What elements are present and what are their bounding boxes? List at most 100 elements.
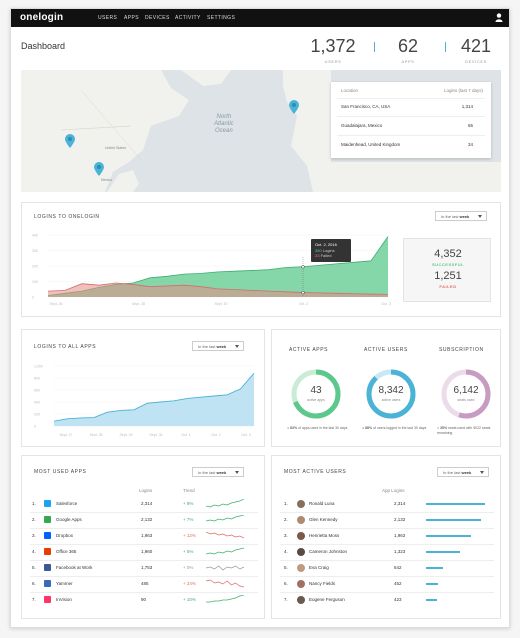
hover-point[interactable] [301,290,305,295]
app-row[interactable]: 3. Dropbox 1,963 + 12% [22,529,266,543]
app-row[interactable]: 4. Office 365 1,960 + 5% [22,545,266,559]
ring-chart[interactable] [289,367,343,421]
login-map[interactable]: North Atlantic Ocean United States Mexic… [21,70,501,192]
divider [337,98,485,99]
ring-note: ● 83% of apps used in the last 30 days [287,426,353,431]
chevron-down-icon [235,471,239,474]
app-row[interactable]: 5. Facebook at Work 1,753 + 0% [22,561,266,575]
card-title: LOGINS TO ONELOGIN [34,214,100,220]
map-pin-icon[interactable] [289,100,299,114]
user-row[interactable]: 5. Eva Craig 642 [272,561,502,575]
apps-area-chart[interactable]: 1,000 800 600 400 200 0 Sept. 27 Sept. 28 Sept. … [32,360,257,440]
time-range-dropdown[interactable]: In the last week [437,467,489,477]
trend-column-header: Trend [183,488,195,493]
x-tick-label: Sept. 28 [132,302,145,306]
card-title: MOST USED APPS [34,469,87,475]
user-name: Eva Craig [309,565,329,570]
time-range-dropdown[interactable]: In the last week [435,211,487,221]
map-pin-icon[interactable] [94,162,104,176]
nav-devices[interactable]: DEVICES [145,15,170,21]
user-row[interactable]: 3. Henrietta Moss 1,963 [272,529,502,543]
user-app-logins: 1,963 [394,533,406,538]
user-row[interactable]: 1. Ronald Luna 2,314 [272,497,502,511]
user-rank: 7. [284,597,288,602]
y-tick-label: 0 [32,296,34,300]
logins-area-chart[interactable]: 400 300 200 100 0 Sept. 26 Sept. 28 Sept. 30 Oct… [30,231,392,311]
nav-settings[interactable]: SETTINGS [207,15,236,21]
apps-count[interactable]: 62 [397,36,419,56]
stat-divider [445,42,446,52]
app-logins: 1,960 [141,549,153,554]
ring-note: ● 35% seats used with 5022 seats remaini… [437,426,503,436]
ring-note-percent: 83% [290,426,298,430]
ring-value: 43 [310,385,322,396]
hover-point[interactable] [301,265,305,269]
x-tick-label: Sept. 27 [59,433,72,437]
location-row[interactable]: Guadalajara, Mexico 65 [341,123,483,128]
user-logins-bar [426,503,485,505]
ring-chart[interactable] [439,367,493,421]
tooltip-logins: 360 [315,248,322,253]
users-count[interactable]: 1,372 [310,36,356,56]
series-line-failed [47,282,389,295]
ring-subtitle: active users [381,398,401,402]
user-icon[interactable] [495,13,503,22]
app-trend-sparkline [206,531,244,539]
location-row[interactable]: San Francisco, CA, USA 1,314 [341,104,483,109]
user-row[interactable]: 2. Glen Kennedy 2,132 [272,513,502,527]
map-pin-icon[interactable] [65,134,75,148]
app-row[interactable]: 6. Yammer 485 + 24% [22,577,266,591]
y-tick-label: 100 [32,280,38,284]
user-row[interactable]: 7. Eugene Ferguson 423 [272,593,502,607]
onelogin-logo[interactable]: onelogin [20,12,64,23]
app-logins: 90 [141,597,147,602]
users-label: USERS [324,59,342,64]
user-app-logins: 2,132 [394,517,406,522]
nav-users[interactable]: USERS [98,15,118,21]
user-rank: 2. [284,517,288,522]
app-logins: 2,132 [141,517,153,522]
top-nav-bar: onelogin USERS APPS DEVICES ACTIVITY SET… [11,9,509,27]
ring-note-text: of apps used in the last 30 days [298,426,348,430]
app-row[interactable]: 2. Google Apps 2,132 + 7% [22,513,266,527]
ring-fill [291,369,341,419]
divider [280,512,494,513]
divider [30,576,258,577]
divider [30,560,258,561]
app-name: Dropbox [56,533,74,538]
ring-subtitle: active apps [307,398,325,402]
divider [337,135,485,136]
ocean-label-line: Atlantic [214,121,234,127]
ring-value: 8,342 [378,385,404,396]
user-row[interactable]: 4. Cameron Johnston 1,323 [272,545,502,559]
user-rank: 1. [284,501,288,506]
devices-count[interactable]: 421 [460,36,492,56]
app-row[interactable]: 1. Salesforce 2,314 + 8% [22,497,266,511]
dropdown-prefix: In the last [198,470,216,475]
location-name: Maidenhead, United Kingdom [341,142,401,147]
ring-chart[interactable] [364,367,418,421]
x-tick-label: Oct. 2 [299,302,308,306]
x-tick-label: Oct. 2 [211,433,220,437]
nav-activity[interactable]: ACTIVITY [175,15,201,21]
x-tick-label: Sept. 26 [49,302,62,306]
user-name: Henrietta Moss [309,533,340,538]
y-tick-label: 600 [34,389,40,393]
location-row[interactable]: Maidenhead, United Kingdom 34 [341,142,483,147]
time-range-dropdown[interactable]: In the last week [192,341,244,351]
app-trend: + 0% [183,565,194,570]
ring-note-dot: ● [362,426,366,430]
app-name: Google Apps [56,517,82,522]
ring-note-dot: ● [287,426,291,430]
time-range-dropdown[interactable]: In the last week [192,467,244,477]
nav-apps[interactable]: APPS [124,15,139,21]
user-row[interactable]: 6. Nancy Fields 452 [272,577,502,591]
ring-title: SUBSCRIPTION [439,347,484,353]
y-tick-label: 200 [34,413,40,417]
logins-card: LOGINS TO ONELOGIN In the last week 400 3… [21,202,501,317]
app-row[interactable]: 7. InVision 90 + 10% [22,593,266,607]
apps-logins-line [53,372,255,422]
stat-divider [374,42,375,52]
ring-note-percent: 88% [365,426,373,430]
user-app-logins: 642 [394,565,402,570]
